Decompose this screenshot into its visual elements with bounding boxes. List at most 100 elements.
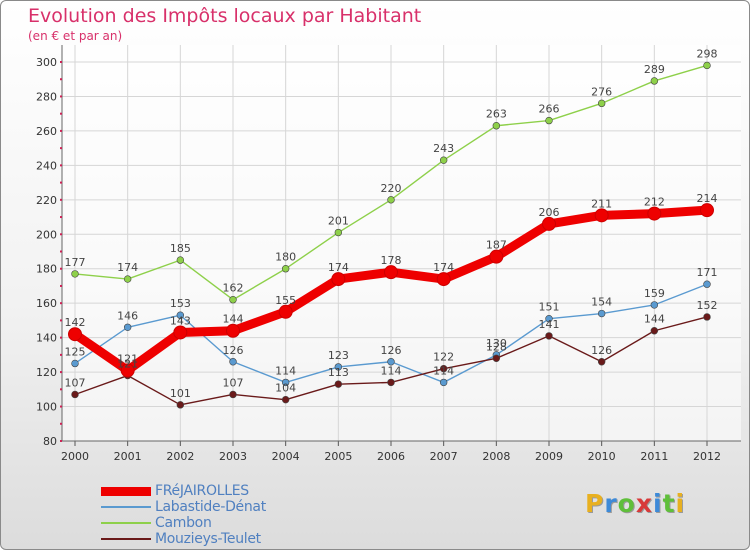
data-label: 101 <box>170 387 191 400</box>
data-label: 171 <box>697 266 718 279</box>
y-minor-tick <box>60 95 62 98</box>
data-point <box>176 311 185 319</box>
y-tick-label: 280 <box>36 90 57 103</box>
x-tick-label: 2004 <box>272 450 300 463</box>
x-tick-label: 2012 <box>693 450 721 463</box>
y-minor-tick <box>60 267 62 270</box>
data-label: 130 <box>486 337 507 350</box>
x-tick-label: 2007 <box>430 450 458 463</box>
y-tick-label: 140 <box>36 332 57 345</box>
data-label: 174 <box>328 261 349 274</box>
y-tick-label: 260 <box>36 125 57 138</box>
data-label: 263 <box>486 108 507 121</box>
data-point <box>229 358 237 366</box>
data-labels: 142 121 143 144 155 174 178 174 187 206 211 212 214 1… <box>65 47 718 399</box>
x-tick-label: 2003 <box>219 450 247 463</box>
data-label: 214 <box>697 192 718 205</box>
data-label: 122 <box>433 351 454 364</box>
data-point <box>71 270 79 278</box>
data-point <box>700 203 714 218</box>
data-label: 114 <box>381 364 402 377</box>
x-tick-label: 2009 <box>535 450 563 463</box>
data-point <box>120 363 135 378</box>
data-label: 113 <box>328 366 349 379</box>
y-minor-tick <box>60 112 62 115</box>
data-point <box>334 380 343 388</box>
grid <box>62 45 741 442</box>
data-point <box>334 363 343 371</box>
logo-letter: x <box>635 489 653 518</box>
y-tick-label: 220 <box>36 194 57 207</box>
data-label: 174 <box>433 261 454 274</box>
legend-label: Cambon <box>155 515 212 531</box>
data-point <box>387 378 395 387</box>
data-point <box>439 156 448 164</box>
data-point <box>278 304 293 319</box>
data-label: 126 <box>591 344 612 357</box>
y-minor-tick <box>60 353 62 356</box>
data-label: 289 <box>644 63 665 76</box>
y-minor-tick <box>60 181 62 184</box>
data-label: 151 <box>539 301 560 314</box>
y-tick-label: 80 <box>43 435 57 448</box>
data-label: 243 <box>433 142 454 155</box>
data-label: 152 <box>697 299 718 312</box>
y-minor-tick <box>60 440 62 442</box>
data-point <box>68 327 82 342</box>
data-point <box>123 323 132 331</box>
data-point <box>650 327 659 335</box>
data-label: 107 <box>223 376 244 389</box>
y-minor-tick <box>60 388 62 391</box>
x-tick-label: 2008 <box>482 450 510 463</box>
legend-swatch <box>101 522 151 524</box>
y-tick-label: 120 <box>36 366 57 379</box>
data-point <box>542 216 556 231</box>
legend-label: Labastide-Dénat <box>155 499 266 515</box>
data-label: 123 <box>328 349 349 362</box>
logo-letter: i <box>675 489 686 518</box>
y-minor-tick <box>60 422 62 425</box>
y-tick-label: 160 <box>36 297 57 310</box>
data-label: 114 <box>275 364 296 377</box>
legend-swatch <box>101 538 151 540</box>
logo-letter: i <box>653 489 663 518</box>
data-label: 266 <box>539 103 560 116</box>
data-point <box>489 249 504 264</box>
y-minor-tick <box>60 336 62 339</box>
data-label: 154 <box>591 296 612 309</box>
logo-letter: P <box>585 489 605 518</box>
legend-label: FRéJAIROLLES <box>155 483 249 499</box>
data-point <box>176 401 185 409</box>
data-point <box>384 265 398 280</box>
data-point <box>439 378 448 387</box>
data-point <box>650 301 659 309</box>
legend-swatch <box>101 486 151 496</box>
data-label: 276 <box>591 85 612 98</box>
data-label: 126 <box>381 344 402 357</box>
legend-swatch <box>101 506 151 508</box>
y-minor-tick <box>60 302 62 305</box>
y-minor-tick <box>60 164 62 167</box>
data-label: 212 <box>644 196 665 209</box>
y-minor-tick <box>60 129 62 132</box>
x-tick-label: 2010 <box>588 450 616 463</box>
data-label: 155 <box>275 294 296 307</box>
data-label: 206 <box>539 206 560 219</box>
data-label: 142 <box>65 316 86 329</box>
chart-title: Evolution des Impôts locaux par Habitant <box>28 5 422 27</box>
data-label: 178 <box>381 254 402 267</box>
y-tick-label: 200 <box>36 228 57 241</box>
data-point <box>594 208 609 223</box>
data-point <box>545 332 553 340</box>
y-minor-tick <box>60 216 62 219</box>
data-point <box>597 99 606 108</box>
y-minor-tick <box>60 147 62 150</box>
data-label: 211 <box>591 197 612 210</box>
data-label: 141 <box>539 318 560 331</box>
data-point <box>545 314 553 323</box>
legend-label: Mouzieys-Teulet <box>155 531 261 547</box>
y-minor-tick <box>60 198 62 201</box>
data-label: 128 <box>486 340 507 353</box>
data-point <box>387 358 395 366</box>
